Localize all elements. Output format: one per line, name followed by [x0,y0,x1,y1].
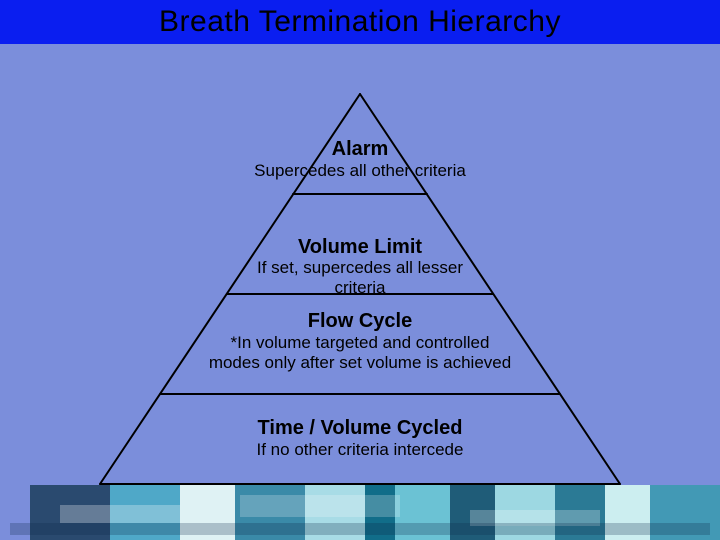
slide-title: Breath Termination Hierarchy [159,5,561,39]
level-sub-3: If no other criteria intercede [0,440,720,460]
level-heading-3: Time / Volume Cycled [0,417,720,440]
slide: Breath Termination Hierarchy AlarmSuperc… [0,0,720,540]
footer-strip [0,485,720,540]
level-heading-2: Flow Cycle [0,310,720,333]
level-heading-0: Alarm [0,138,720,161]
level-sub-2: *In volume targeted and controlled modes… [0,333,720,372]
level-sub-1: If set, supercedes all lesser criteria [0,258,720,297]
footer-overlay-1 [240,495,400,517]
footer-overlay-0 [60,505,180,523]
footer-overlay-3 [10,523,710,535]
title-bar: Breath Termination Hierarchy [0,0,720,44]
level-sub-0: Supercedes all other criteria [0,161,720,181]
level-heading-1: Volume Limit [0,236,720,259]
content-area: AlarmSupercedes all other criteria Volume… [0,44,720,485]
